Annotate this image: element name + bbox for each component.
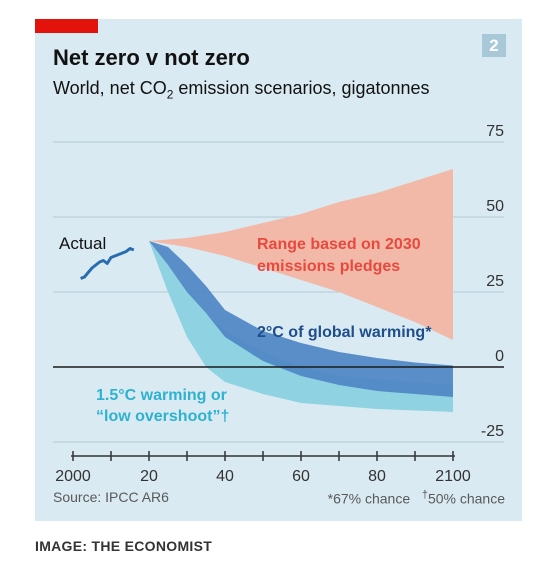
chart-subtitle: World, net CO2 emission scenarios, gigat…	[53, 78, 430, 102]
tick-labels: 75 50 25 0 -25 2000 20 40 60 80 2100	[55, 123, 504, 485]
x-tick-label: 60	[292, 468, 310, 485]
source-note: Source: IPCC AR6	[53, 489, 169, 505]
footnotes: *67% chance †50% chance	[328, 489, 505, 507]
annotation-one-five-line1: 1.5°C warming or	[96, 387, 227, 404]
footnote-67: *67% chance	[327, 490, 411, 507]
y-tick-label: 50	[486, 198, 504, 215]
subtitle-prefix: World, net CO	[53, 78, 167, 98]
x-tick-label: 80	[368, 468, 386, 485]
footnote-50: 50% chance	[427, 490, 505, 507]
y-tick-label: 0	[495, 348, 504, 365]
actual-line	[80, 247, 135, 280]
footnote-dagger: †	[421, 489, 428, 501]
annotation-one-five-line2: “low overshoot”†	[96, 408, 229, 425]
y-tick-label: -25	[481, 423, 504, 440]
annotation-two-degrees: 2°C of global warming*	[257, 324, 432, 341]
chart-title: Net zero v not zero	[53, 45, 250, 70]
scenario-area-2	[149, 241, 453, 412]
chart-number-badge: 2	[482, 34, 506, 57]
x-tick-label: 40	[216, 468, 234, 485]
x-tick-label: 20	[140, 468, 158, 485]
subtitle-subscript: 2	[166, 87, 174, 102]
subtitle-suffix: emission scenarios, gigatonnes	[173, 78, 430, 98]
y-tick-label: 75	[486, 123, 504, 140]
x-tick-label: 2000	[55, 468, 91, 485]
image-credit: IMAGE: THE ECONOMIST	[35, 538, 213, 554]
x-tick-label: 2100	[435, 468, 471, 485]
annotation-actual: Actual	[59, 234, 106, 253]
scenario-area-3	[149, 241, 453, 397]
actual-line-layer	[80, 247, 135, 280]
annotation-pledges-line1: Range based on 2030	[257, 236, 421, 253]
scenario-area-1	[149, 169, 453, 340]
chart-panel: 2 Net zero v not zero World, net CO2 emi…	[35, 19, 522, 521]
scenario-areas	[149, 169, 453, 412]
emissions-chart: 75 50 25 0 -25 2000 20 40 60 80 2100 Actual Range …	[53, 123, 504, 485]
economist-red-bar	[35, 19, 98, 33]
annotation-pledges-line2: emissions pledges	[257, 258, 400, 275]
annotations: Actual Range based on 2030 emissions ple…	[59, 234, 432, 425]
y-tick-label: 25	[486, 273, 504, 290]
x-axis	[53, 366, 504, 461]
